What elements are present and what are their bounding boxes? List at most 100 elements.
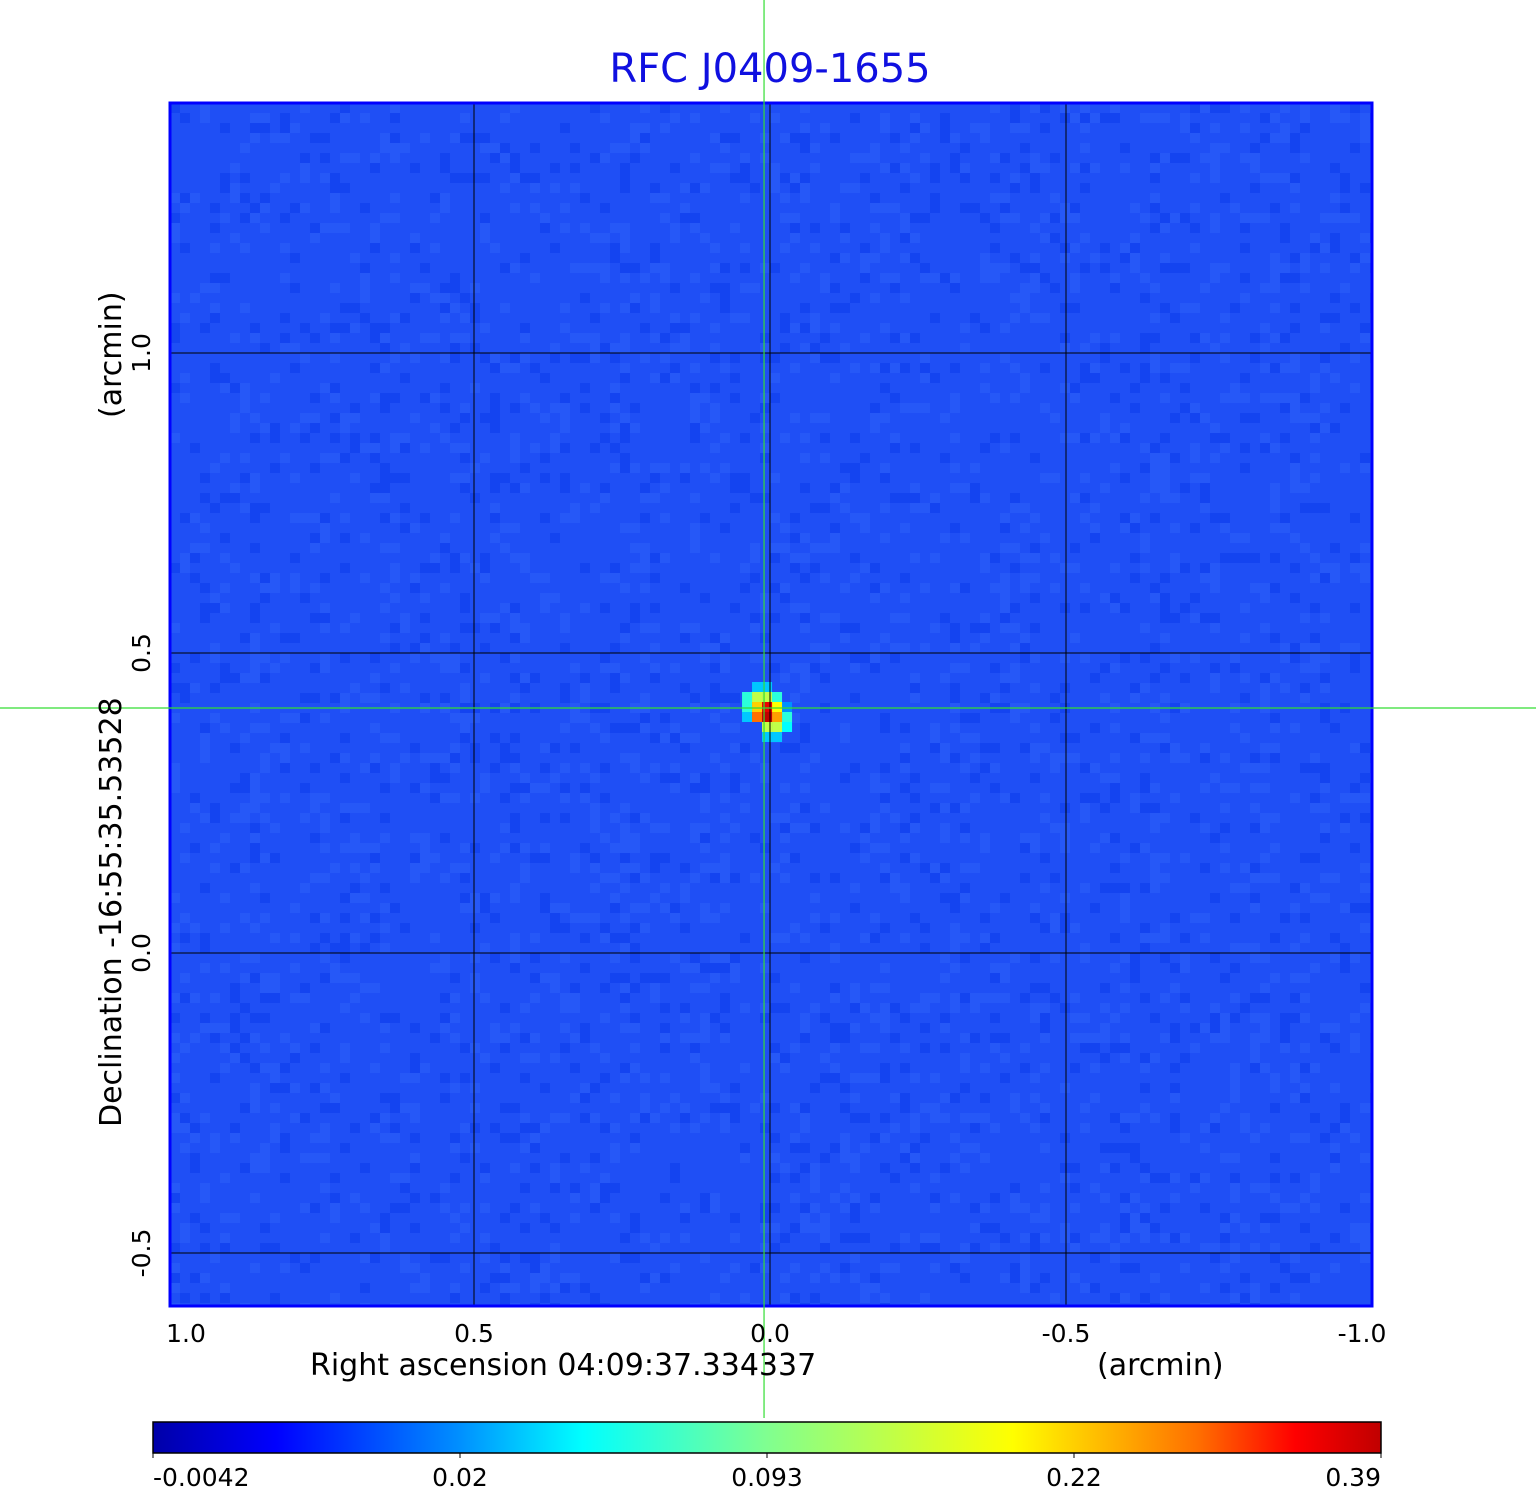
noise-pixel	[240, 953, 250, 963]
noise-pixel	[340, 893, 350, 903]
noise-pixel	[370, 483, 380, 493]
noise-pixel	[730, 173, 740, 183]
noise-pixel	[800, 673, 810, 683]
noise-pixel	[260, 593, 270, 603]
noise-pixel	[1140, 213, 1150, 223]
noise-pixel	[710, 1013, 720, 1023]
noise-pixel	[580, 913, 590, 923]
noise-pixel	[490, 353, 500, 363]
grid	[170, 103, 1372, 1306]
noise-pixel	[1250, 893, 1260, 903]
noise-pixel	[840, 503, 850, 513]
noise-pixel	[250, 613, 260, 623]
noise-pixel	[1080, 1033, 1090, 1043]
noise-pixel	[1350, 263, 1360, 273]
noise-pixel	[650, 493, 660, 503]
noise-pixel	[760, 133, 770, 143]
noise-pixel	[1360, 923, 1370, 933]
noise-pixel	[770, 163, 780, 173]
noise-pixel	[200, 543, 210, 553]
noise-pixel	[480, 453, 490, 463]
noise-pixel	[520, 253, 530, 263]
noise-pixel	[170, 783, 180, 793]
noise-pixel	[1330, 1043, 1340, 1053]
noise-pixel	[800, 193, 810, 203]
noise-pixel	[1170, 1193, 1180, 1203]
noise-pixel	[1240, 633, 1250, 643]
noise-pixel	[380, 903, 390, 913]
noise-pixel	[210, 813, 220, 823]
noise-pixel	[660, 823, 670, 833]
noise-pixel	[520, 793, 530, 803]
noise-pixel	[610, 573, 620, 583]
noise-pixel	[500, 1283, 510, 1293]
noise-pixel	[1010, 1193, 1020, 1203]
noise-pixel	[280, 133, 290, 143]
noise-pixel	[230, 1053, 240, 1063]
noise-pixel	[720, 853, 730, 863]
noise-pixel	[330, 1173, 340, 1183]
noise-pixel	[820, 1243, 830, 1253]
noise-pixel	[790, 553, 800, 563]
noise-pixel	[1240, 1273, 1250, 1283]
noise-pixel	[490, 413, 500, 423]
noise-pixel	[910, 133, 920, 143]
noise-pixel	[670, 1263, 680, 1273]
noise-pixel	[1060, 823, 1070, 833]
noise-pixel	[350, 323, 360, 333]
noise-pixel	[510, 673, 520, 683]
noise-pixel	[890, 393, 900, 403]
noise-pixel	[180, 193, 190, 203]
noise-pixel	[620, 993, 630, 1003]
noise-pixel	[1040, 1213, 1050, 1223]
noise-pixel	[1100, 1053, 1110, 1063]
noise-pixel	[720, 1123, 730, 1133]
noise-pixel	[330, 413, 340, 423]
noise-pixel	[240, 803, 250, 813]
noise-pixel	[360, 873, 370, 883]
noise-pixel	[1150, 643, 1160, 653]
noise-pixel	[350, 613, 360, 623]
noise-pixel	[1120, 1223, 1130, 1233]
noise-pixel	[1350, 1033, 1360, 1043]
noise-pixel	[440, 873, 450, 883]
noise-pixel	[310, 833, 320, 843]
noise-pixel	[1240, 943, 1250, 953]
noise-pixel	[980, 613, 990, 623]
noise-pixel	[1290, 403, 1300, 413]
noise-pixel	[760, 403, 770, 413]
noise-pixel	[350, 1193, 360, 1203]
noise-pixel	[400, 1183, 410, 1193]
noise-pixel	[420, 693, 430, 703]
noise-pixel	[670, 283, 680, 293]
noise-pixel	[790, 743, 800, 753]
noise-pixel	[590, 1293, 600, 1303]
noise-pixel	[1150, 873, 1160, 883]
noise-pixel	[1250, 583, 1260, 593]
noise-pixel	[890, 333, 900, 343]
noise-pixel	[1340, 643, 1350, 653]
noise-pixel	[240, 773, 250, 783]
noise-pixel	[1270, 1193, 1280, 1203]
noise-pixel	[690, 773, 700, 783]
noise-pixel	[830, 1193, 840, 1203]
noise-pixel	[380, 1233, 390, 1243]
noise-pixel	[560, 623, 570, 633]
noise-pixel	[630, 603, 640, 613]
noise-pixel	[480, 1053, 490, 1063]
noise-pixel	[280, 653, 290, 663]
noise-pixel	[250, 1103, 260, 1113]
noise-pixel	[430, 1253, 440, 1263]
noise-pixel	[1140, 1223, 1150, 1233]
noise-pixel	[1140, 943, 1150, 953]
noise-pixel	[800, 663, 810, 673]
noise-pixel	[880, 983, 890, 993]
noise-pixel	[330, 323, 340, 333]
noise-pixel	[760, 963, 770, 973]
noise-pixel	[440, 403, 450, 413]
noise-pixel	[200, 963, 210, 973]
noise-pixel	[1030, 743, 1040, 753]
noise-pixel	[380, 683, 390, 693]
y-tick-label: -0.5	[127, 1229, 156, 1278]
noise-pixel	[1240, 223, 1250, 233]
